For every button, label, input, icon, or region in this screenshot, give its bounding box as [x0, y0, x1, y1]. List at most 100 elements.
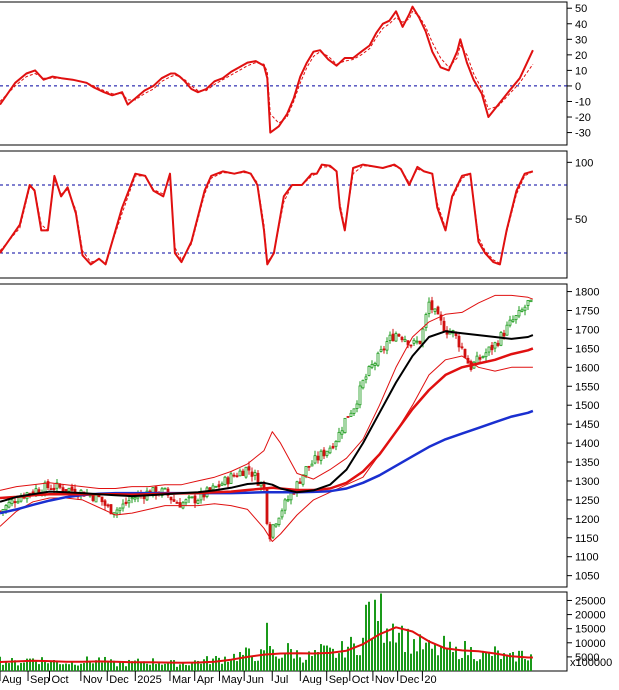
candle-body — [298, 481, 302, 484]
volume-bar — [359, 655, 361, 671]
candle-body — [232, 474, 236, 477]
volume-bar — [14, 660, 16, 671]
candle-body — [310, 463, 314, 467]
candle-body — [523, 306, 527, 311]
candle-body — [367, 366, 371, 376]
volume-bar — [167, 662, 169, 671]
volume-bar — [23, 662, 25, 671]
y-tick-label: 10 — [575, 65, 587, 77]
volume-bar — [494, 646, 496, 671]
volume-bar — [50, 660, 52, 671]
volume-bar — [221, 663, 223, 671]
volume-bar — [458, 659, 460, 671]
volume-bar — [386, 628, 388, 671]
volume-bar — [338, 653, 340, 671]
panel-frame — [0, 591, 568, 672]
x-tick-label: Aug — [2, 674, 22, 685]
volume-bar — [47, 663, 49, 671]
volume-bar — [374, 599, 376, 671]
candle-body — [172, 499, 176, 502]
y-tick-label: 40 — [575, 19, 587, 31]
volume-bar — [434, 644, 436, 671]
y-tick-label: 1300 — [575, 476, 599, 488]
volume-bar — [371, 638, 373, 671]
volume-bar — [428, 640, 430, 671]
candle-body — [106, 504, 110, 507]
candle-body — [487, 346, 491, 353]
x-tick-label: Dec — [109, 674, 129, 685]
volume-bar — [530, 654, 532, 671]
candle-body — [337, 431, 341, 443]
y-tick-label: 1250 — [575, 495, 599, 507]
volume-bar — [341, 641, 343, 671]
candle-body — [10, 499, 14, 505]
y-tick-label: 10000 — [575, 638, 606, 650]
volume-bar — [398, 632, 400, 671]
volume-bar — [422, 649, 424, 671]
candle-body — [376, 352, 380, 366]
volume-bar — [59, 664, 61, 671]
candle-body — [61, 487, 65, 492]
candle-body — [379, 349, 383, 352]
x-tick-label: Nov — [375, 674, 395, 685]
candle-body — [223, 476, 227, 485]
candle-body — [526, 300, 530, 306]
candle-body — [430, 300, 434, 310]
candle-body — [193, 495, 197, 504]
volume-bar — [152, 658, 154, 671]
volume-bar — [116, 666, 118, 671]
candle-body — [250, 471, 254, 477]
volume-bar — [446, 648, 448, 671]
candle-body — [286, 499, 290, 502]
volume-bar — [251, 655, 253, 671]
volume-bar — [137, 658, 139, 671]
candle-body — [478, 357, 482, 360]
y-tick-label: 1800 — [575, 287, 599, 299]
volume-bar — [272, 649, 274, 671]
candle-body — [244, 466, 248, 478]
volume-bar — [128, 659, 130, 671]
candle-body — [346, 416, 350, 418]
volume-bar — [89, 661, 91, 671]
volume-bar — [119, 662, 121, 671]
volume-bar — [53, 660, 55, 671]
candle-body — [103, 500, 107, 506]
y-tick-label: 0 — [575, 81, 581, 93]
y-tick-label: 1350 — [575, 457, 599, 469]
bollinger-lower-band — [0, 355, 533, 542]
volume-bar — [479, 659, 481, 671]
candle-body — [517, 310, 521, 317]
volume-bar — [17, 665, 19, 671]
candle-body — [511, 319, 515, 322]
candle-body — [352, 408, 356, 414]
volume-bar — [437, 655, 439, 671]
x-tick-label: May — [221, 674, 242, 685]
candle-body — [496, 342, 500, 346]
volume-bar — [80, 663, 82, 671]
volume-bar — [296, 650, 298, 671]
volume-bar — [260, 649, 262, 671]
candle-body — [190, 496, 194, 499]
candle-body — [394, 333, 398, 342]
x-tick-label: Mar — [172, 674, 191, 685]
volume-bar — [521, 650, 523, 671]
volume-bar — [245, 647, 247, 671]
candle-body — [304, 466, 308, 476]
volume-bar — [215, 656, 217, 671]
y-tick-label: 1400 — [575, 438, 599, 450]
macd-signal-line — [0, 10, 534, 124]
volume-bar — [278, 658, 280, 671]
volume-bar — [299, 657, 301, 671]
candle-body — [409, 344, 413, 347]
volume-bar — [44, 660, 46, 671]
x-tick-label: Oct — [52, 674, 69, 685]
y-tick-label: 1500 — [575, 400, 599, 412]
candle-body — [415, 340, 419, 343]
candle-body — [226, 477, 230, 485]
volume-bar — [329, 647, 331, 671]
volume-bar — [509, 653, 511, 671]
y-tick-label: 30 — [575, 34, 587, 46]
volume-bar — [197, 660, 199, 671]
candle-body — [127, 500, 131, 504]
y-tick-label: 50 — [575, 214, 587, 226]
